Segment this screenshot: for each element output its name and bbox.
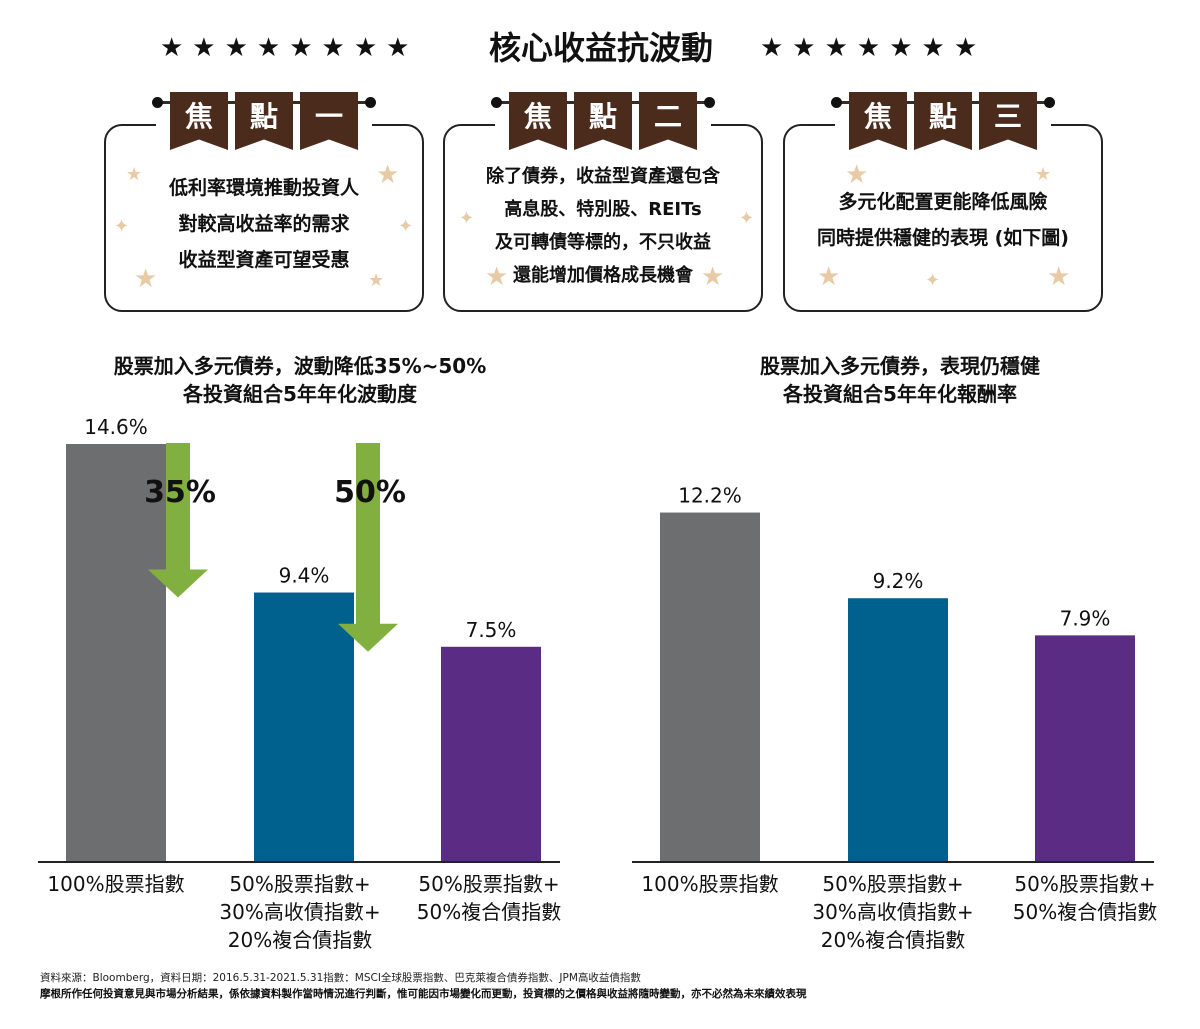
- ribbon-dot-icon: [152, 97, 163, 108]
- category-label-line: 50%股票指數+: [418, 872, 560, 896]
- data-label: 12.2%: [678, 484, 742, 508]
- chart-title-return: 股票加入多元債券，表現仍穩健 各投資組合5年年化報酬率: [640, 352, 1160, 408]
- chart-subtitle: 各投資組合5年年化波動度: [183, 382, 417, 406]
- ribbon-dot-icon: [704, 97, 715, 108]
- data-label: 7.5%: [466, 618, 517, 642]
- ribbon-char: 點: [914, 92, 972, 150]
- focus-line: 收益型資產可望受惠: [178, 249, 350, 271]
- focus-line: 多元化配置更能降低風險: [838, 191, 1048, 213]
- sparkle-icon: ★: [126, 164, 143, 185]
- down-arrow-icon: [148, 443, 208, 598]
- disclaimer: 摩根所作任何投資意見與市場分析結果，係依據資料製作當時情況進行判斷，惟可能因市場…: [40, 988, 807, 1000]
- ribbon-char: 二: [639, 92, 697, 150]
- focus-text-2: 除了債券，收益型資產還包含 高息股、特別股、REITs 及可轉債等標的，不只收益…: [445, 160, 761, 292]
- sparkle-icon: ★: [1047, 262, 1071, 292]
- sparkle-icon: ★: [368, 270, 385, 291]
- sparkle-icon: ★: [485, 262, 509, 292]
- focus-line: 高息股、特別股、REITs: [504, 199, 702, 220]
- focus-box-1: 焦 點 一 ★ ★ ✦ ✦ ★ ★ 低利率環境推動投資人 對較高收益率的需求 收…: [104, 92, 424, 312]
- reduction-label: 50%: [334, 475, 406, 510]
- bar-1: [254, 592, 354, 861]
- star-row-left: ★★★★★★★★: [160, 33, 419, 63]
- chart-title-volatility: 股票加入多元債券，波動降低35%~50% 各投資組合5年年化波動度: [40, 352, 560, 408]
- sparkle-icon: ✦: [398, 216, 414, 237]
- down-arrow-icon: [338, 443, 398, 652]
- ribbon-char: 點: [574, 92, 632, 150]
- sparkle-icon: ✦: [925, 270, 941, 291]
- sparkle-icon: ★: [845, 160, 869, 190]
- sparkle-icon: ★: [376, 160, 400, 190]
- sparkle-icon: ✦: [739, 208, 755, 229]
- focus-ribbon-2: 焦 點 二: [491, 92, 715, 150]
- volatility-chart: 14.6% 9.4% 7.5% 35% 50%: [38, 415, 560, 863]
- sparkle-icon: ✦: [114, 216, 130, 237]
- focus-line: 對較高收益率的需求: [178, 213, 350, 235]
- focus-line: 低利率環境推動投資人: [168, 177, 359, 199]
- sparkle-icon: ★: [134, 264, 158, 294]
- ribbon-dot-icon: [491, 97, 502, 108]
- category-label-line: 50%股票指數+: [1014, 872, 1156, 896]
- source-note: 資料來源：Bloomberg，資料日期：2016.5.31-2021.5.31指…: [40, 972, 641, 984]
- category-label-line: 30%高收債指數+: [219, 900, 381, 924]
- sparkle-icon: ✦: [459, 208, 475, 229]
- bar-2: [441, 646, 541, 861]
- ribbon-dot-icon: [1044, 97, 1055, 108]
- chart-subtitle: 各投資組合5年年化報酬率: [783, 382, 1017, 406]
- focus-ribbon-1: 焦 點 一: [152, 92, 376, 150]
- bar-2: [1035, 635, 1135, 861]
- focus-text-3: 多元化配置更能降低風險 同時提供穩健的表現 (如下圖): [785, 184, 1101, 256]
- focus-line: 除了債券，收益型資產還包含: [486, 166, 720, 187]
- bar-0: [66, 444, 166, 861]
- page-title: 核心收益抗波動: [488, 29, 713, 67]
- title-row: ★★★★★★★★ 核心收益抗波動 ★★★★★★★: [0, 22, 1200, 74]
- category-label-line: 50%複合債指數: [416, 900, 562, 924]
- ribbon-char: 焦: [849, 92, 907, 150]
- sparkle-icon: ★: [1035, 164, 1052, 185]
- sparkle-icon: ★: [817, 262, 841, 292]
- bar-1: [848, 598, 948, 861]
- focus-box-3: 焦 點 三 ★ ★ ★ ✦ ★ 多元化配置更能降低風險 同時提供穩健的表現 (如…: [783, 92, 1103, 312]
- data-label: 9.4%: [279, 564, 330, 588]
- category-label-line: 100%股票指數: [641, 872, 779, 896]
- footer: 資料來源：Bloomberg，資料日期：2016.5.31-2021.5.31指…: [40, 970, 1170, 1002]
- ribbon-char: 一: [300, 92, 358, 150]
- category-label: 50%股票指數+ 50%複合債指數: [985, 870, 1185, 926]
- category-label: 50%股票指數+ 30%高收債指數+ 20%複合債指數: [793, 870, 993, 954]
- category-label: 100%股票指數: [610, 870, 810, 898]
- ribbon-dot-icon: [831, 97, 842, 108]
- data-label: 7.9%: [1060, 606, 1111, 630]
- category-label-line: 50%股票指數+: [822, 872, 964, 896]
- category-label-line: 20%複合債指數: [820, 928, 966, 952]
- star-row-right: ★★★★★★★: [760, 33, 987, 63]
- chart-title: 股票加入多元債券，波動降低35%~50%: [113, 354, 487, 378]
- return-chart: 12.2% 9.2% 7.9%: [632, 484, 1154, 863]
- focus-text-1: 低利率環境推動投資人 對較高收益率的需求 收益型資產可望受惠: [106, 170, 422, 278]
- reduction-label: 35%: [144, 475, 216, 510]
- chart-title: 股票加入多元債券，表現仍穩健: [760, 354, 1040, 378]
- category-label: 100%股票指數: [16, 870, 216, 898]
- ribbon-char: 焦: [170, 92, 228, 150]
- focus-ribbon-3: 焦 點 三: [831, 92, 1055, 150]
- data-label: 14.6%: [84, 415, 148, 439]
- category-label: 50%股票指數+ 30%高收債指數+ 20%複合債指數: [200, 870, 400, 954]
- category-label-line: 20%複合債指數: [227, 928, 373, 952]
- ribbon-char: 點: [235, 92, 293, 150]
- ribbon-char: 焦: [509, 92, 567, 150]
- focus-line: 及可轉債等標的，不只收益: [495, 232, 711, 253]
- focus-box-2: 焦 點 二 ✦ ✦ ★ ★ 除了債券，收益型資產還包含 高息股、特別股、REIT…: [443, 92, 763, 312]
- category-label-line: 50%複合債指數: [1012, 900, 1158, 924]
- ribbon-char: 三: [979, 92, 1037, 150]
- category-label-line: 30%高收債指數+: [812, 900, 974, 924]
- ribbon-dot-icon: [365, 97, 376, 108]
- sparkle-icon: ★: [701, 262, 725, 292]
- data-label: 9.2%: [873, 569, 924, 593]
- bar-0: [660, 512, 760, 861]
- focus-line: 同時提供穩健的表現 (如下圖): [817, 227, 1069, 249]
- focus-line: 還能增加價格成長機會: [513, 265, 693, 286]
- category-label-line: 100%股票指數: [47, 872, 185, 896]
- category-label-line: 50%股票指數+: [229, 872, 371, 896]
- category-label: 50%股票指數+ 50%複合債指數: [389, 870, 589, 926]
